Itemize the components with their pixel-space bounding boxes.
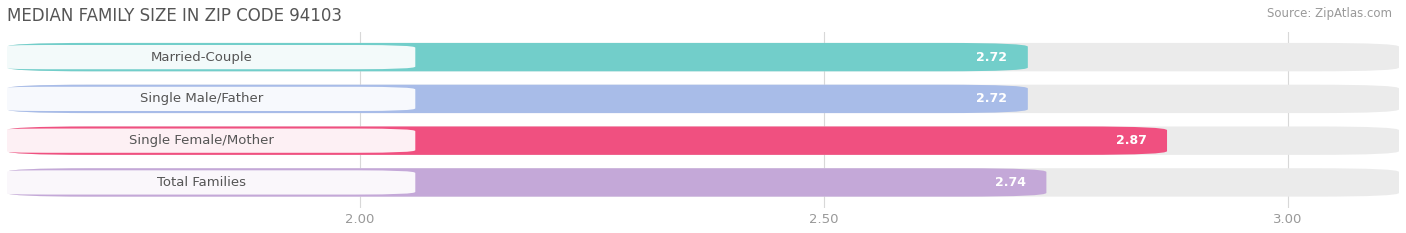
Text: MEDIAN FAMILY SIZE IN ZIP CODE 94103: MEDIAN FAMILY SIZE IN ZIP CODE 94103	[7, 7, 342, 25]
FancyBboxPatch shape	[7, 43, 1028, 71]
Text: Total Families: Total Families	[157, 176, 246, 189]
FancyBboxPatch shape	[0, 87, 415, 111]
FancyBboxPatch shape	[0, 45, 415, 69]
FancyBboxPatch shape	[0, 170, 415, 195]
FancyBboxPatch shape	[7, 85, 1028, 113]
FancyBboxPatch shape	[7, 168, 1046, 197]
Text: 2.72: 2.72	[976, 51, 1008, 64]
Text: Married-Couple: Married-Couple	[150, 51, 253, 64]
FancyBboxPatch shape	[7, 43, 1399, 71]
Text: Single Male/Father: Single Male/Father	[141, 93, 263, 105]
Text: Single Female/Mother: Single Female/Mother	[129, 134, 274, 147]
Text: 2.87: 2.87	[1116, 134, 1147, 147]
Text: 2.74: 2.74	[995, 176, 1026, 189]
Text: 2.72: 2.72	[976, 93, 1008, 105]
FancyBboxPatch shape	[0, 129, 415, 153]
FancyBboxPatch shape	[7, 127, 1167, 155]
FancyBboxPatch shape	[7, 85, 1399, 113]
FancyBboxPatch shape	[7, 168, 1399, 197]
FancyBboxPatch shape	[7, 127, 1399, 155]
Text: Source: ZipAtlas.com: Source: ZipAtlas.com	[1267, 7, 1392, 20]
